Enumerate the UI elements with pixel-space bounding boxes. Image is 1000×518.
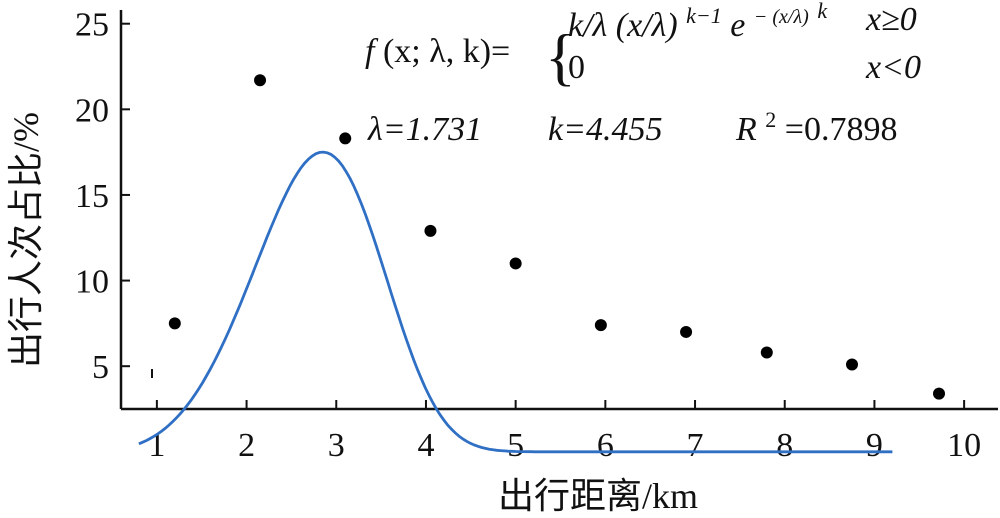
tick-marks <box>121 22 966 409</box>
param-lambda: λ=1.731 <box>367 111 482 148</box>
y-axis-title: 出行人次占比/% <box>6 112 46 368</box>
formula-case1-expr: k/λ (x/λ) <box>568 7 678 44</box>
y-tick-label: 15 <box>75 178 109 215</box>
param-r2-value: =0.7898 <box>785 111 898 148</box>
y-tick-label: 5 <box>92 349 109 386</box>
svg-text:λ=1.731: λ=1.731 <box>367 111 482 148</box>
data-point <box>168 317 181 330</box>
data-point <box>680 325 693 338</box>
formula-case1-e: e <box>730 7 745 44</box>
data-point <box>339 132 352 145</box>
formula-case2-expr: 0 <box>568 49 585 86</box>
svg-text:k=4.455: k=4.455 <box>548 111 663 148</box>
data-point <box>594 319 607 332</box>
svg-text:R 2 =0.7898: R 2 =0.7898 <box>735 98 897 148</box>
x-tick-label: 4 <box>417 427 434 464</box>
y-tick-label: 10 <box>75 264 109 301</box>
x-tick-label: 2 <box>238 427 255 464</box>
data-point <box>424 224 437 237</box>
y-tick-label: 20 <box>75 92 109 129</box>
param-k: k=4.455 <box>548 111 663 148</box>
x-tick-label: 1 <box>148 427 165 464</box>
formula-case2-cond: x<0 <box>865 49 921 86</box>
x-axis-title: 出行距离/km <box>498 476 698 516</box>
data-point <box>509 257 522 270</box>
fit-curve-layer <box>138 150 893 454</box>
x-tick-label: 6 <box>597 427 614 464</box>
data-point <box>760 346 773 359</box>
fit-curve <box>138 150 893 454</box>
x-tick-label: 7 <box>687 427 704 464</box>
param-r2-sup: 2 <box>765 107 776 132</box>
formula-case1-cond: x≥0 <box>865 1 917 38</box>
x-tick-label: 9 <box>866 427 883 464</box>
y-tick-label: 25 <box>75 7 109 44</box>
data-point <box>254 74 267 87</box>
x-tick-label: 5 <box>507 427 524 464</box>
data-point <box>933 387 946 400</box>
x-tick-label: 8 <box>776 427 793 464</box>
formula-annotation: f (x; λ, k)= { k/λ (x/λ) k−1 e − (x/λ) k… <box>365 0 921 92</box>
data-point <box>846 358 859 371</box>
fit-parameters: λ=1.731 k=4.455 R 2 =0.7898 <box>367 98 897 148</box>
formula-case1-sup: k−1 <box>686 3 722 28</box>
axes <box>119 10 998 411</box>
formula-args: (x; λ, k)= <box>383 33 510 70</box>
data-points-layer <box>168 74 946 400</box>
param-r2-label: R <box>735 111 757 148</box>
x-tick-label: 3 <box>328 427 345 464</box>
formula-brace: { <box>545 21 576 92</box>
svg-text:f (x; λ, k)=: f (x; λ, k)= <box>365 33 510 70</box>
formula-f: f <box>365 33 379 70</box>
x-tick-label: 10 <box>947 427 981 464</box>
svg-text:k/λ (x/λ) k−1 e: k/λ (x/λ) k−1 e − (x/λ) k <box>568 0 828 44</box>
formula-case1-exp-k: k <box>817 0 828 23</box>
formula-case1-exp: − (x/λ) <box>754 6 809 28</box>
